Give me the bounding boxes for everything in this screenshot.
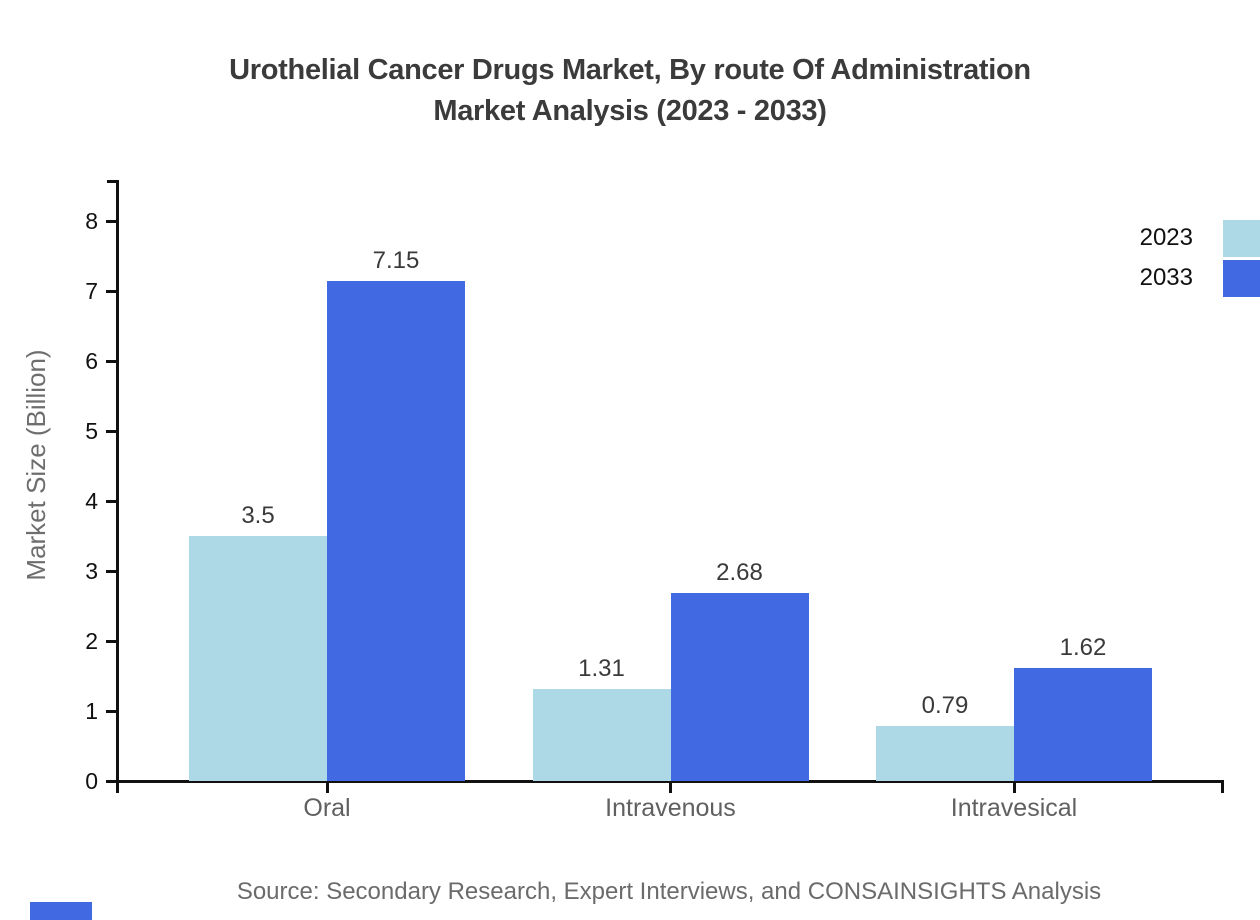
y-tick-label: 3 — [85, 558, 98, 584]
y-tick-label: 1 — [85, 698, 98, 724]
bar-2023-intravenous — [532, 689, 671, 781]
chart-title-line1: Urothelial Cancer Drugs Market, By route… — [229, 54, 1031, 86]
bar-2033-intravesical — [1014, 667, 1152, 781]
y-axis-line — [116, 180, 119, 793]
value-label: 7.15 — [372, 246, 420, 274]
value-label: 0.79 — [921, 691, 969, 719]
y-tick — [106, 570, 116, 573]
y-tick-label: 2 — [85, 628, 98, 654]
legend-swatch-2033 — [1223, 260, 1260, 297]
y-tick — [106, 500, 116, 503]
category-label: Oral — [303, 794, 351, 822]
y-tick — [106, 780, 116, 783]
value-label: 3.5 — [241, 502, 275, 529]
value-label: 1.62 — [1059, 633, 1107, 661]
y-tick-label: 5 — [85, 418, 98, 444]
y-tick — [106, 290, 116, 293]
legend-label-2033: 2033 — [1139, 264, 1193, 291]
bar-2033-oral — [327, 280, 465, 781]
logo-fragment — [30, 902, 92, 920]
y-tick — [106, 430, 116, 433]
category-label: Intravesical — [950, 794, 1078, 822]
x-tick — [325, 783, 329, 793]
y-tick — [106, 220, 116, 223]
source-note: Source: Secondary Research, Expert Inter… — [236, 878, 1102, 905]
legend-label-2023: 2023 — [1139, 224, 1193, 251]
y-tick-label: 7 — [85, 278, 98, 304]
bar-2023-oral — [189, 536, 327, 781]
y-tick-label: 6 — [85, 348, 98, 374]
bar-2023-intravesical — [876, 725, 1014, 781]
x-axis-end-cap — [1221, 780, 1224, 793]
y-tick — [106, 710, 116, 713]
legend-swatch-2023 — [1223, 220, 1260, 257]
y-tick — [106, 360, 116, 363]
y-tick — [106, 640, 116, 643]
y-tick-label: 8 — [85, 208, 98, 234]
value-label: 2.68 — [716, 559, 763, 587]
bar-2033-intravenous — [670, 593, 809, 781]
chart-title-line2: Market Analysis (2023 - 2033) — [433, 95, 827, 127]
y-tick-label: 4 — [85, 488, 98, 514]
category-label: Intravenous — [605, 794, 736, 822]
value-label: 1.31 — [578, 655, 625, 683]
x-tick — [1012, 783, 1016, 793]
y-tick-label: 0 — [85, 768, 98, 794]
y-axis-top-cap — [107, 180, 119, 183]
chart-title: Urothelial Cancer Drugs Market, By route… — [0, 50, 1260, 132]
x-axis-line — [116, 780, 1224, 783]
x-tick — [669, 783, 672, 793]
